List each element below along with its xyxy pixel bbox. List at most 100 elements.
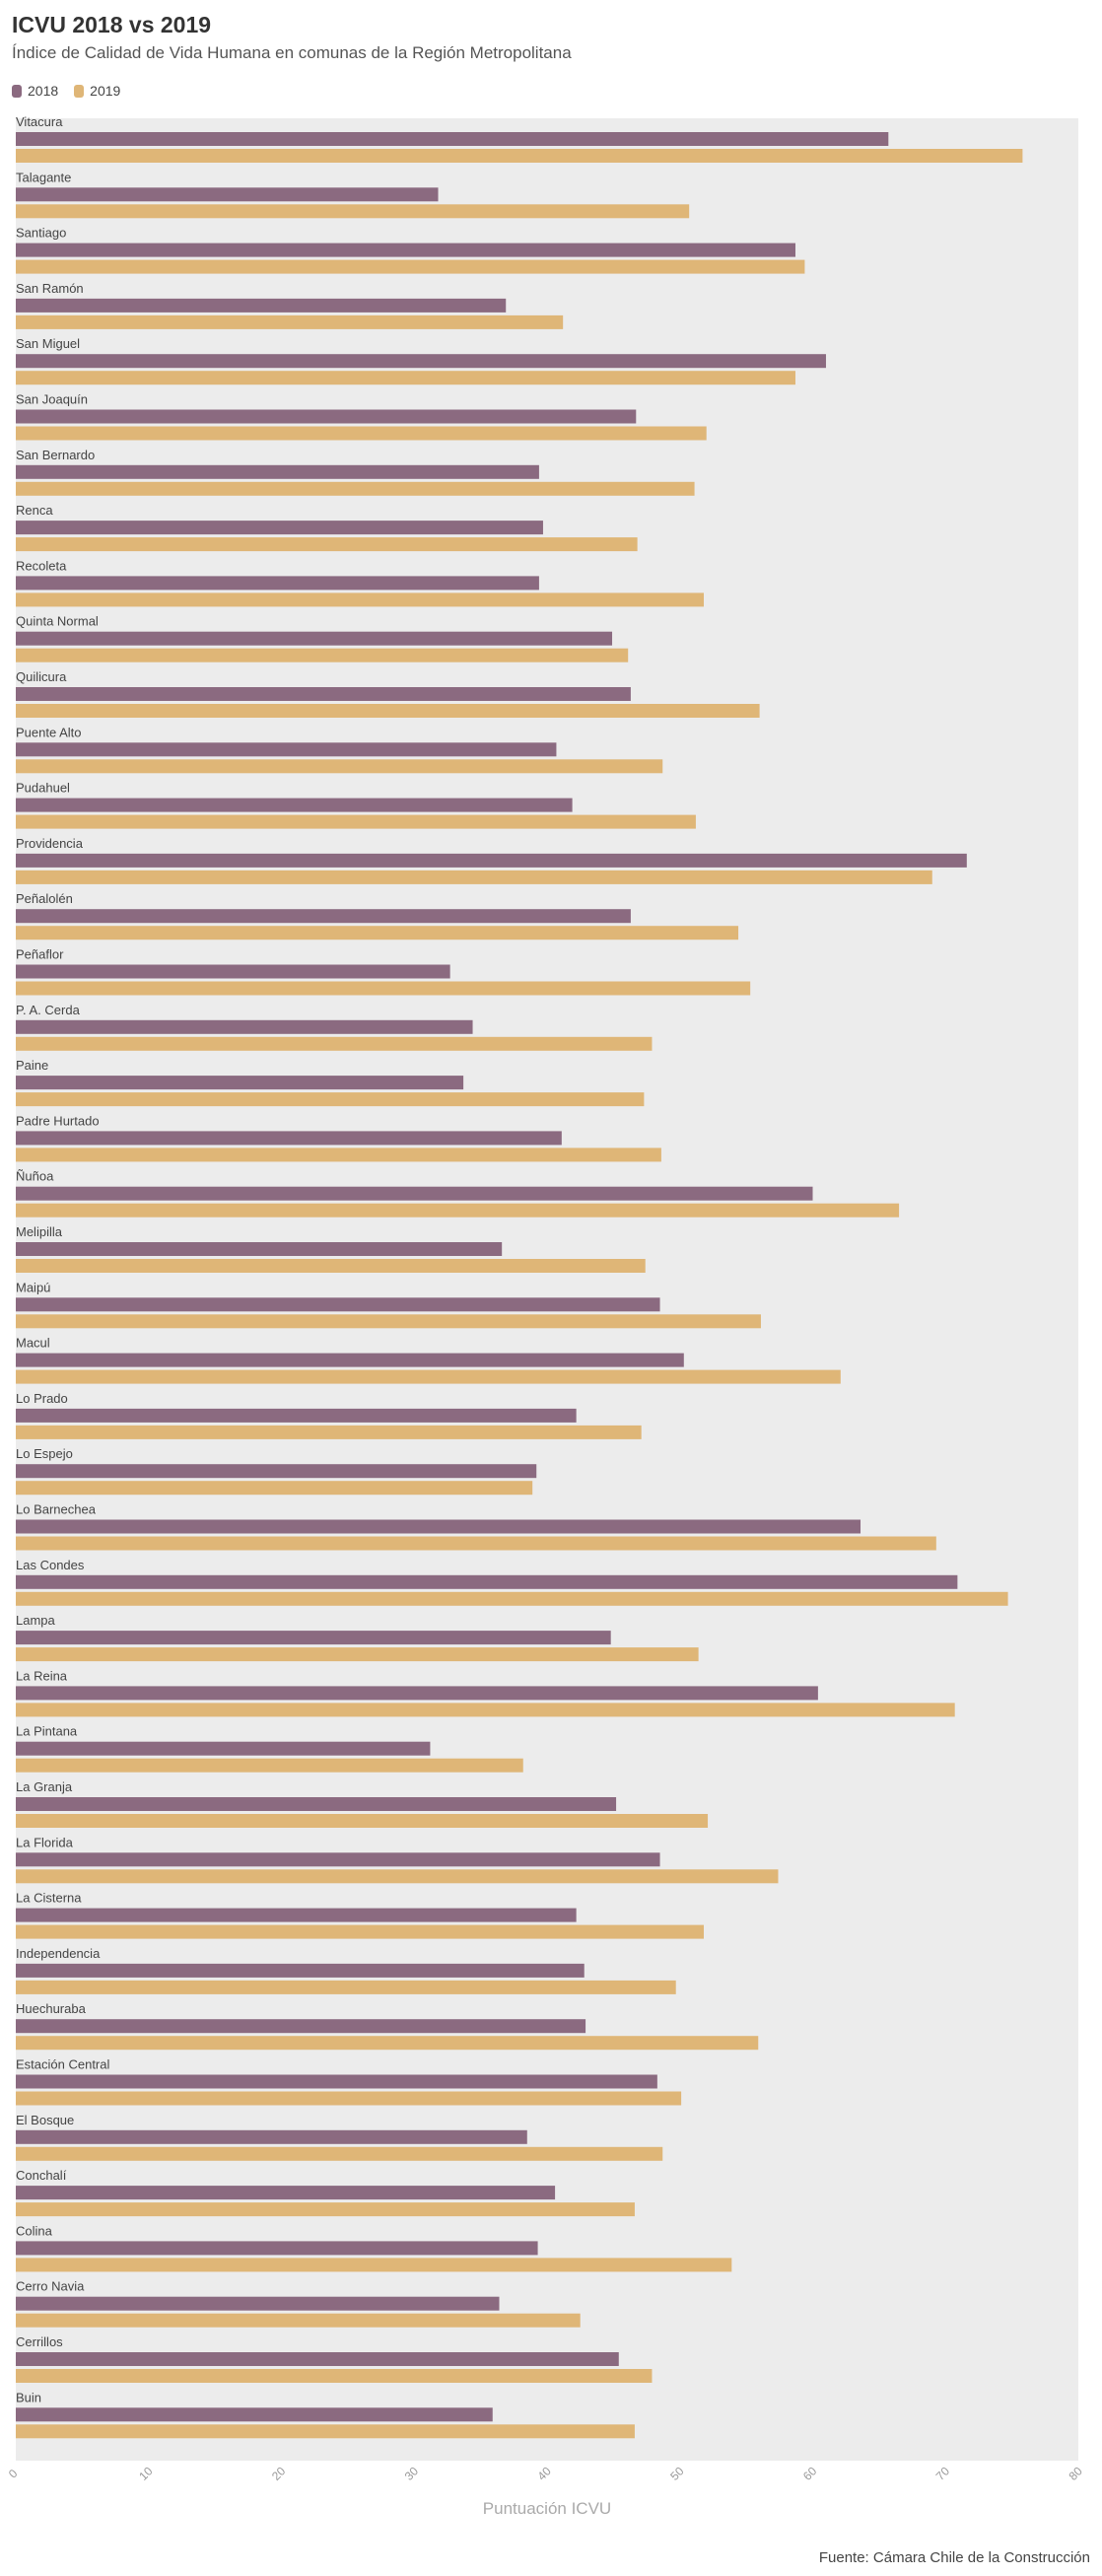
bar-2019-lo-prado[interactable] [16, 1425, 642, 1439]
bar-2019-melipilla[interactable] [16, 1259, 646, 1273]
bar-2018-maipu[interactable] [16, 1297, 660, 1312]
bar-2018-colina[interactable] [16, 2241, 538, 2256]
category-label-colina: Colina [16, 2223, 53, 2238]
bar-2019-maipu[interactable] [16, 1314, 761, 1329]
x-tick-label-0: 0 [6, 2467, 21, 2481]
bar-2018-renca[interactable] [16, 521, 543, 535]
bar-2018-la-granja[interactable] [16, 1797, 617, 1811]
bar-2018-quinta-normal[interactable] [16, 631, 613, 646]
bar-2019-penaflor[interactable] [16, 981, 751, 996]
bar-2018-macul[interactable] [16, 1353, 684, 1367]
bar-2018-p-a-cerda[interactable] [16, 1019, 473, 1034]
bar-2018-la-cisterna[interactable] [16, 1908, 577, 1922]
bar-2019-san-ramon[interactable] [16, 314, 564, 329]
bar-2018-pudahuel[interactable] [16, 798, 573, 812]
bar-2019-la-pintana[interactable] [16, 1758, 523, 1773]
category-label-independencia: Independencia [16, 1946, 101, 1961]
bar-2018-lo-prado[interactable] [16, 1408, 577, 1423]
bar-2019-lo-barnechea[interactable] [16, 1536, 936, 1551]
bar-2019-nunoa[interactable] [16, 1203, 900, 1218]
bar-2018-cerrillos[interactable] [16, 2352, 619, 2366]
legend-label-2018: 2018 [28, 83, 59, 99]
bar-2018-melipilla[interactable] [16, 1242, 503, 1256]
bar-2019-pudahuel[interactable] [16, 814, 696, 829]
bar-2018-independencia[interactable] [16, 1963, 585, 1978]
bar-2019-la-reina[interactable] [16, 1703, 955, 1717]
legend-swatch-2018 [12, 84, 22, 98]
bar-2018-nunoa[interactable] [16, 1186, 813, 1201]
bar-2019-el-bosque[interactable] [16, 2146, 663, 2161]
category-label-la-cisterna: La Cisterna [16, 1891, 82, 1906]
bar-2018-la-florida[interactable] [16, 1852, 660, 1867]
bar-2019-colina[interactable] [16, 2258, 732, 2272]
bar-2019-conchali[interactable] [16, 2202, 635, 2217]
category-label-conchali: Conchalí [16, 2168, 67, 2183]
bar-2019-san-joaquin[interactable] [16, 426, 707, 441]
bar-2019-quinta-normal[interactable] [16, 648, 629, 662]
bar-2019-santiago[interactable] [16, 259, 805, 274]
bar-2018-recoleta[interactable] [16, 576, 539, 591]
bar-2019-talagante[interactable] [16, 204, 690, 219]
bar-2019-providencia[interactable] [16, 870, 932, 884]
bar-2018-estacion-central[interactable] [16, 2074, 657, 2089]
bar-2018-san-bernardo[interactable] [16, 464, 539, 479]
bar-2019-las-condes[interactable] [16, 1591, 1008, 1606]
bar-2019-la-florida[interactable] [16, 1869, 779, 1884]
category-label-macul: Macul [16, 1336, 50, 1351]
bar-2018-lampa[interactable] [16, 1631, 611, 1645]
bar-2019-san-miguel[interactable] [16, 371, 795, 385]
bar-2018-la-pintana[interactable] [16, 1741, 431, 1756]
legend-item-2019[interactable]: 2019 [74, 83, 120, 99]
bar-2019-puente-alto[interactable] [16, 759, 663, 774]
bar-2019-san-bernardo[interactable] [16, 481, 695, 496]
bar-2019-padre-hurtado[interactable] [16, 1148, 661, 1162]
bars-group [16, 132, 1023, 2439]
bar-2019-recoleta[interactable] [16, 592, 705, 607]
bar-2018-las-condes[interactable] [16, 1574, 958, 1589]
bar-2019-p-a-cerda[interactable] [16, 1036, 653, 1051]
bar-2019-quilicura[interactable] [16, 704, 760, 718]
bar-2018-lo-espejo[interactable] [16, 1464, 537, 1479]
legend-item-2018[interactable]: 2018 [12, 83, 58, 99]
bar-2018-san-miguel[interactable] [16, 354, 826, 369]
bar-2018-la-reina[interactable] [16, 1686, 818, 1701]
bar-2018-san-ramon[interactable] [16, 298, 507, 313]
bar-2019-cerro-navia[interactable] [16, 2313, 581, 2328]
bar-2019-macul[interactable] [16, 1369, 841, 1384]
bar-2019-cerrillos[interactable] [16, 2369, 653, 2383]
x-tick-label-20: 20 [269, 2464, 289, 2483]
bar-2018-el-bosque[interactable] [16, 2129, 527, 2144]
bar-2018-penalolen[interactable] [16, 909, 631, 924]
bar-2018-quilicura[interactable] [16, 687, 631, 701]
bar-2019-la-cisterna[interactable] [16, 1924, 705, 1939]
bar-2018-vitacura[interactable] [16, 132, 889, 146]
bar-2018-buin[interactable] [16, 2407, 493, 2422]
bar-2019-huechuraba[interactable] [16, 2036, 759, 2051]
bar-2018-cerro-navia[interactable] [16, 2296, 500, 2311]
bar-2019-vitacura[interactable] [16, 149, 1023, 163]
bar-2019-penalolen[interactable] [16, 926, 739, 940]
bar-2019-la-granja[interactable] [16, 1814, 709, 1828]
bar-2018-santiago[interactable] [16, 243, 795, 257]
bar-2019-lo-espejo[interactable] [16, 1481, 533, 1496]
bar-2019-paine[interactable] [16, 1092, 645, 1107]
bar-2018-penaflor[interactable] [16, 964, 450, 979]
x-tick-label-70: 70 [933, 2464, 953, 2483]
bar-2018-paine[interactable] [16, 1076, 464, 1090]
bar-2019-independencia[interactable] [16, 1980, 676, 1994]
bar-2019-buin[interactable] [16, 2424, 635, 2439]
bar-2019-lampa[interactable] [16, 1647, 699, 1662]
category-label-maipu: Maipú [16, 1280, 50, 1294]
category-label-san-joaquin: San Joaquín [16, 392, 88, 407]
bar-2018-padre-hurtado[interactable] [16, 1131, 562, 1146]
bar-2018-huechuraba[interactable] [16, 2019, 586, 2034]
bar-2018-san-joaquin[interactable] [16, 409, 637, 424]
bar-2018-lo-barnechea[interactable] [16, 1519, 861, 1534]
x-axis-label: Puntuación ICVU [483, 2499, 611, 2518]
bar-2018-conchali[interactable] [16, 2186, 556, 2200]
bar-2018-providencia[interactable] [16, 853, 967, 868]
bar-2019-estacion-central[interactable] [16, 2091, 682, 2106]
bar-2019-renca[interactable] [16, 537, 638, 552]
bar-2018-talagante[interactable] [16, 187, 439, 202]
bar-2018-puente-alto[interactable] [16, 742, 557, 757]
